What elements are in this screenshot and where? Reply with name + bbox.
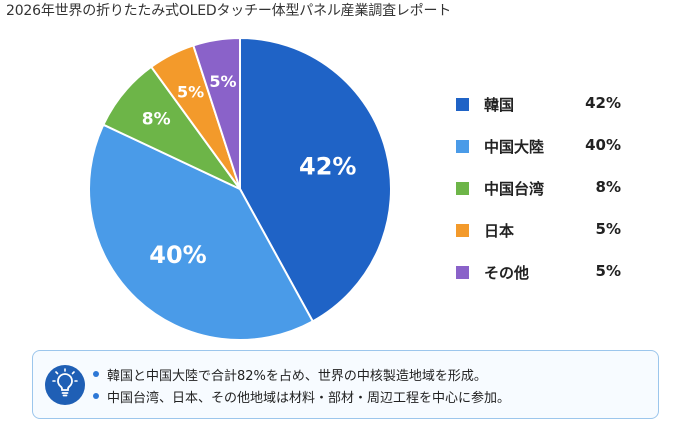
- legend-item: 日本 5%: [456, 220, 646, 262]
- legend-value: 5%: [595, 220, 621, 238]
- legend-swatch: [456, 98, 469, 111]
- notes-list: 韓国と中国大陸で合計82%を占め、世界の中核製造地域を形成。 中国台湾、日本、そ…: [93, 365, 510, 409]
- legend-item: 中国大陸 40%: [456, 136, 646, 178]
- note-item: 中国台湾、日本、その他地域は材料・部材・周辺工程を中心に参加。: [93, 387, 510, 409]
- lightbulb-icon: [45, 365, 85, 405]
- legend-swatch: [456, 182, 469, 195]
- legend-label: 日本: [484, 222, 515, 240]
- legend-swatch: [456, 266, 469, 279]
- legend: 韓国 42% 中国大陸 40% 中国台湾 8% 日本 5% その他 5%: [456, 94, 646, 304]
- slice-label: 42%: [299, 152, 356, 180]
- note-text: 韓国と中国大陸で合計82%を占め、世界の中核製造地域を形成。: [107, 369, 487, 384]
- bullet-icon: [93, 371, 99, 377]
- legend-swatch: [456, 224, 469, 237]
- legend-item: 韓国 42%: [456, 94, 646, 136]
- bullet-icon: [93, 393, 99, 399]
- legend-item: 中国台湾 8%: [456, 178, 646, 220]
- legend-value: 5%: [595, 262, 621, 280]
- pie-slice: [239, 36, 392, 323]
- legend-value: 8%: [595, 178, 621, 196]
- chart-title: 2026年世界の折りたたみ式OLEDタッチー体型パネル産業調査レポート: [6, 3, 452, 19]
- pie-slice: [88, 123, 315, 341]
- pie-chart: 42% 40% 8% 5% 5%: [88, 36, 392, 341]
- legend-swatch: [456, 140, 469, 153]
- legend-label: 韓国: [484, 96, 515, 114]
- legend-value: 40%: [585, 136, 621, 154]
- note-text: 中国台湾、日本、その他地域は材料・部材・周辺工程を中心に参加。: [107, 391, 511, 406]
- legend-label: 中国台湾: [484, 180, 545, 198]
- slice-label: 5%: [209, 72, 236, 91]
- slice-label: 40%: [149, 241, 206, 269]
- pie-slice: [192, 36, 241, 190]
- legend-value: 42%: [585, 94, 621, 112]
- slice-label: 5%: [177, 83, 204, 102]
- legend-label: 中国大陸: [484, 138, 545, 156]
- summary-callout: 韓国と中国大陸で合計82%を占め、世界の中核製造地域を形成。 中国台湾、日本、そ…: [32, 350, 659, 419]
- slice-label: 8%: [142, 110, 171, 130]
- legend-label: その他: [484, 264, 530, 282]
- legend-item: その他 5%: [456, 262, 646, 304]
- note-item: 韓国と中国大陸で合計82%を占め、世界の中核製造地域を形成。: [93, 365, 510, 387]
